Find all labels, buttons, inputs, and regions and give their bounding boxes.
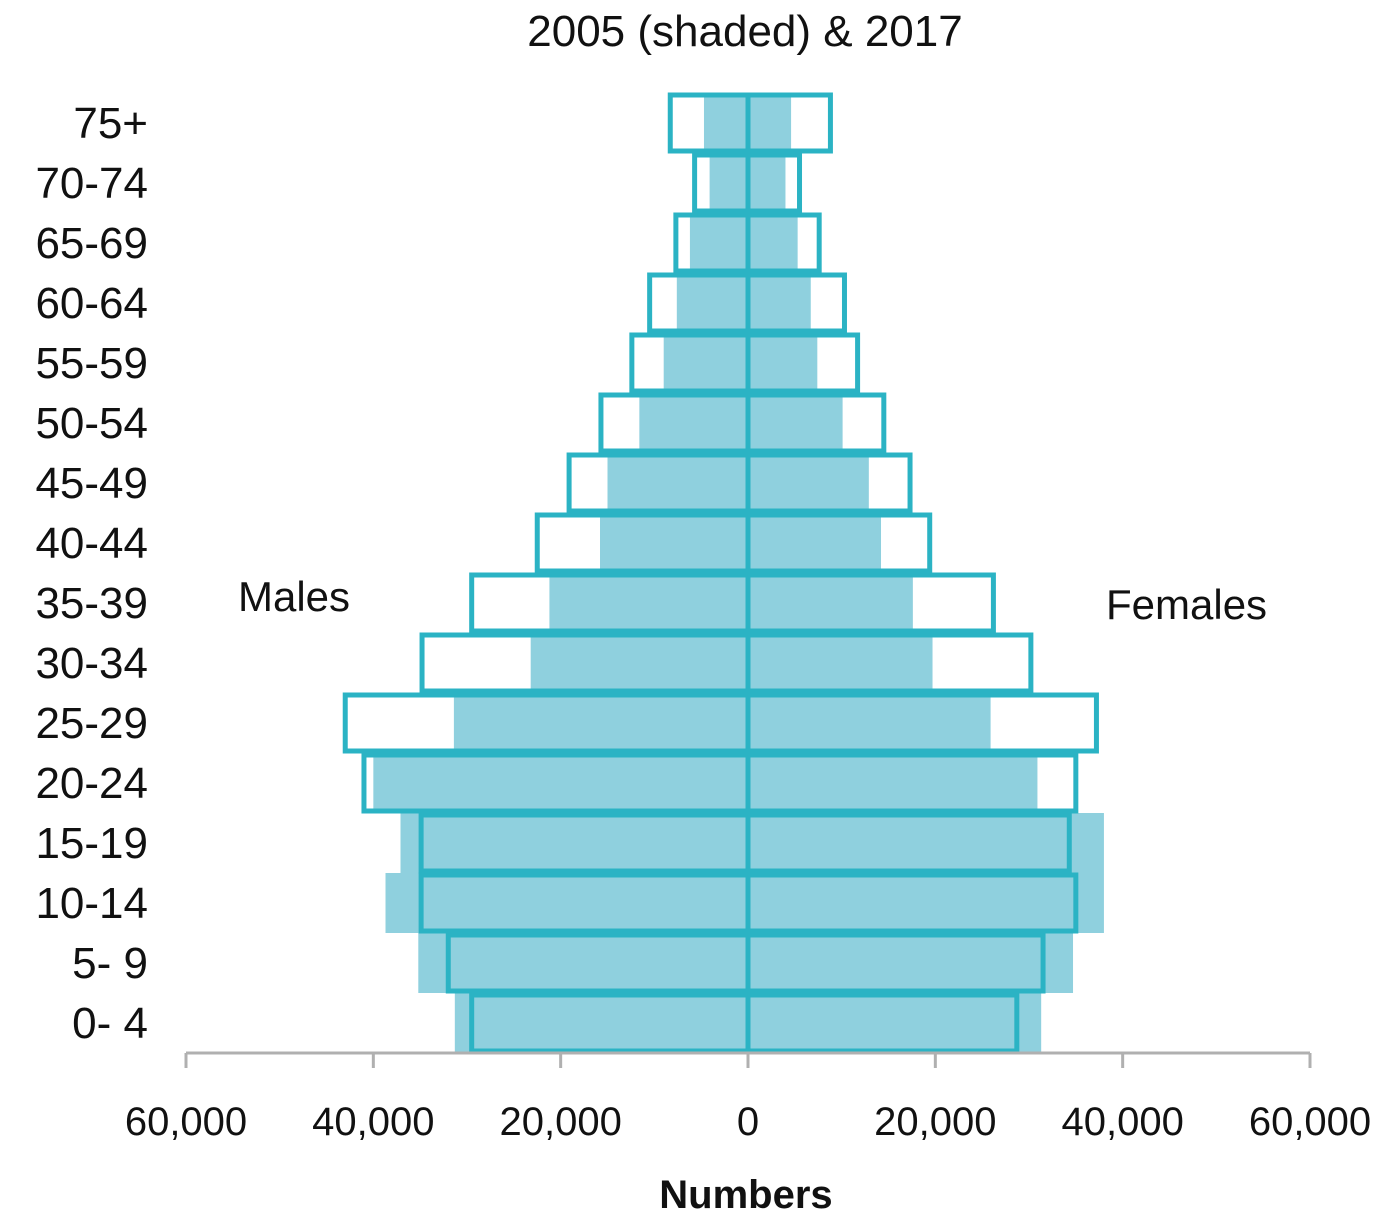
shaded-bar-female-10 bbox=[748, 693, 991, 753]
shaded-bar-female-11 bbox=[748, 753, 1038, 813]
age-label-1: 70-74 bbox=[35, 159, 148, 208]
age-label-3: 60-64 bbox=[35, 279, 148, 328]
shaded-bar-female-5 bbox=[748, 393, 843, 453]
shaded-bar-male-11 bbox=[373, 753, 748, 813]
x-tick-label-4: 20,000 bbox=[874, 1100, 996, 1144]
shaded-bar-male-9 bbox=[530, 633, 748, 693]
shaded-bar-male-8 bbox=[549, 573, 748, 633]
shaded-bar-female-15 bbox=[748, 993, 1042, 1053]
x-tick-label-1: 40,000 bbox=[312, 1100, 434, 1144]
x-tick-label-6: 60,000 bbox=[1249, 1100, 1371, 1144]
chart-title: 2005 (shaded) & 2017 bbox=[527, 7, 962, 56]
shaded-bar-female-3 bbox=[748, 273, 811, 333]
age-group-labels: 75+ 70-74 65-69 60-64 55-59 50-54 45-49 40-44 35… bbox=[35, 99, 148, 1048]
shaded-bar-male-15 bbox=[454, 993, 748, 1053]
shaded-bar-female-6 bbox=[748, 453, 869, 513]
shaded-bar-female-9 bbox=[748, 633, 933, 693]
shaded-bar-male-6 bbox=[607, 453, 748, 513]
shaded-bar-female-7 bbox=[748, 513, 882, 573]
age-label-2: 65-69 bbox=[35, 219, 148, 268]
age-label-10: 25-29 bbox=[35, 699, 148, 748]
females-annotation: Females bbox=[1106, 581, 1267, 628]
shaded-bar-female-4 bbox=[748, 333, 818, 393]
shaded-bar-male-0 bbox=[703, 93, 748, 153]
shaded-bar-female-8 bbox=[748, 573, 913, 633]
shaded-bar-male-1 bbox=[709, 153, 748, 213]
shaded-bar-male-2 bbox=[689, 213, 748, 273]
x-tick-label-0: 60,000 bbox=[125, 1100, 247, 1144]
age-label-12: 15-19 bbox=[35, 819, 148, 868]
shaded-bar-male-13 bbox=[385, 873, 748, 933]
shaded-bar-male-5 bbox=[639, 393, 748, 453]
x-tick-label-3: 0 bbox=[737, 1100, 759, 1144]
age-label-8: 35-39 bbox=[35, 579, 148, 628]
shaded-bar-female-0 bbox=[748, 93, 792, 153]
x-tick-label-2: 20,000 bbox=[499, 1100, 621, 1144]
males-annotation: Males bbox=[238, 573, 350, 620]
shaded-bar-male-14 bbox=[418, 933, 748, 993]
shaded-bar-male-4 bbox=[663, 333, 748, 393]
age-label-14: 5- 9 bbox=[72, 939, 148, 988]
shaded-bar-female-1 bbox=[748, 153, 786, 213]
age-label-7: 40-44 bbox=[35, 519, 148, 568]
age-label-13: 10-14 bbox=[35, 879, 148, 928]
x-axis-label: Numbers bbox=[659, 1173, 832, 1217]
shaded-bar-female-14 bbox=[748, 933, 1074, 993]
x-tick-label-5: 40,000 bbox=[1061, 1100, 1183, 1144]
shaded-bar-male-7 bbox=[600, 513, 748, 573]
x-axis: 60,000 40,000 20,000 0 20,000 40,000 60,000 bbox=[125, 1051, 1371, 1144]
age-label-11: 20-24 bbox=[35, 759, 148, 808]
shaded-bar-male-10 bbox=[453, 693, 748, 753]
shaded-bar-male-3 bbox=[676, 273, 748, 333]
shaded-bar-male-12 bbox=[400, 813, 748, 873]
shaded-bar-female-12 bbox=[748, 813, 1104, 873]
shaded-bar-female-13 bbox=[748, 873, 1104, 933]
age-label-6: 45-49 bbox=[35, 459, 148, 508]
age-label-0: 75+ bbox=[73, 99, 148, 148]
age-label-9: 30-34 bbox=[35, 639, 148, 688]
age-label-5: 50-54 bbox=[35, 399, 148, 448]
age-label-4: 55-59 bbox=[35, 339, 148, 388]
shaded-bar-female-2 bbox=[748, 213, 798, 273]
shaded-bars-2005 bbox=[373, 93, 1104, 1053]
age-label-15: 0- 4 bbox=[72, 999, 148, 1048]
